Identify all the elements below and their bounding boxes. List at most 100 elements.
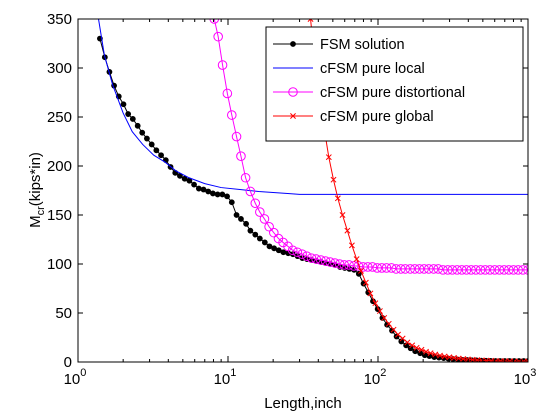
legend-marker-cfsm-pure-distortional <box>288 87 298 97</box>
data-point-fsm-solution <box>148 141 155 148</box>
data-point-fsm-solution <box>153 147 160 154</box>
data-point-cfsm-pure-distortional <box>255 207 265 217</box>
data-point-cfsm-pure-global <box>469 356 476 362</box>
data-point-cfsm-pure-global <box>348 242 355 249</box>
data-point-cfsm-pure-distortional <box>362 262 373 272</box>
data-point-cfsm-pure-distortional <box>226 110 237 120</box>
x-tick-label-base: 10 <box>214 371 231 388</box>
data-point-cfsm-pure-distortional <box>405 264 416 274</box>
data-point-cfsm-pure-global <box>367 290 374 297</box>
legend-entries: FSM solution cFSM pure local cFSM pure dis… <box>273 37 465 125</box>
data-point-cfsm-pure-global <box>353 256 360 263</box>
data-point-cfsm-pure-global <box>427 350 434 357</box>
data-point-cfsm-pure-global <box>460 356 467 362</box>
data-point-fsm-solution <box>280 249 287 256</box>
x-tick-label-base: 10 <box>364 371 381 388</box>
data-point-cfsm-pure-global <box>339 212 346 218</box>
data-point-cfsm-pure-distortional <box>292 247 303 258</box>
series-cfsm-pure-distortional <box>209 19 528 275</box>
x-tick-label-base: 10 <box>64 371 81 388</box>
data-point-cfsm-pure-global <box>381 314 388 321</box>
y-tick-label: 100 <box>47 256 72 273</box>
data-point-cfsm-pure-distortional <box>508 265 519 275</box>
data-point-cfsm-pure-distortional <box>471 265 481 275</box>
data-point-cfsm-pure-distortional <box>334 259 345 269</box>
data-point-cfsm-pure-distortional <box>376 263 387 273</box>
y-tick-label: 200 <box>47 158 72 175</box>
data-point-fsm-solution <box>355 270 362 277</box>
data-point-cfsm-pure-distortional <box>348 261 359 271</box>
plot-frame <box>77 18 529 363</box>
data-point-cfsm-pure-distortional <box>330 258 340 268</box>
data-point-fsm-solution <box>275 247 282 254</box>
data-point-fsm-solution <box>266 243 273 250</box>
data-point-cfsm-pure-distortional <box>353 261 364 271</box>
y-tick-label: 150 <box>47 207 72 224</box>
data-point-cfsm-pure-distortional <box>523 265 528 275</box>
data-point-cfsm-pure-global <box>399 335 406 342</box>
data-point-cfsm-pure-distortional <box>480 265 491 275</box>
data-point-cfsm-pure-distortional <box>475 265 486 275</box>
data-point-cfsm-pure-global <box>372 300 379 307</box>
data-point-cfsm-pure-distortional <box>358 262 368 272</box>
data-point-cfsm-pure-global <box>525 358 528 362</box>
data-point-cfsm-pure-distortional <box>494 265 505 275</box>
data-point-cfsm-pure-distortional <box>396 264 406 274</box>
legend: FSM solution cFSM pure local cFSM pure dis… <box>265 26 524 142</box>
data-point-cfsm-pure-distortional <box>443 265 453 275</box>
data-point-fsm-solution <box>233 212 240 218</box>
legend-entry-cfsm-pure-distortional: cFSM pure distortional <box>273 85 465 101</box>
data-point-cfsm-pure-global <box>488 357 495 362</box>
x-tick-label-exponent: 1 <box>230 367 236 379</box>
data-point-cfsm-pure-distortional <box>423 264 434 274</box>
legend-entry-cfsm-pure-global: cFSM pure global <box>273 109 434 125</box>
data-point-cfsm-pure-distortional <box>433 264 444 274</box>
data-point-cfsm-pure-global <box>404 339 411 346</box>
data-point-fsm-solution <box>139 129 146 136</box>
data-point-cfsm-pure-global <box>497 358 504 362</box>
data-point-fsm-solution <box>219 191 226 198</box>
data-point-cfsm-pure-distortional <box>504 265 514 275</box>
data-point-cfsm-pure-distortional <box>306 253 317 263</box>
data-point-cfsm-pure-distortional <box>209 19 220 24</box>
x-tick-label-exponent: 0 <box>80 367 86 379</box>
data-point-cfsm-pure-global <box>432 351 439 358</box>
data-point-cfsm-pure-distortional <box>428 264 439 274</box>
data-point-cfsm-pure-distortional <box>316 255 326 265</box>
series-cfsm-pure-global <box>307 19 528 362</box>
data-point-cfsm-pure-global <box>344 227 351 234</box>
x-tick-label: 101 <box>214 367 237 388</box>
data-point-cfsm-pure-global <box>409 342 416 349</box>
data-point-fsm-solution <box>134 122 141 129</box>
data-point-cfsm-pure-distortional <box>386 263 397 273</box>
data-point-cfsm-pure-global <box>423 348 429 355</box>
y-tick-label: 300 <box>47 60 72 77</box>
data-point-cfsm-pure-distortional <box>391 264 401 274</box>
legend-label-cfsm-pure-local: cFSM pure local <box>320 61 425 77</box>
data-point-fsm-solution <box>158 152 164 159</box>
data-point-cfsm-pure-distortional <box>457 265 467 275</box>
data-point-cfsm-pure-global <box>478 357 485 362</box>
data-point-cfsm-pure-distortional <box>372 263 383 273</box>
data-point-cfsm-pure-global <box>483 357 490 362</box>
data-point-fsm-solution <box>398 338 405 345</box>
data-point-fsm-solution <box>205 188 212 195</box>
data-point-cfsm-pure-distortional <box>311 254 321 264</box>
data-point-cfsm-pure-distortional <box>513 265 523 275</box>
y-tick-label: 350 <box>47 11 72 28</box>
data-point-cfsm-pure-distortional <box>231 131 242 142</box>
data-point-fsm-solution <box>125 111 132 117</box>
data-point-fsm-solution <box>209 190 216 197</box>
data-point-fsm-solution <box>129 116 136 122</box>
data-point-fsm-solution <box>228 199 235 206</box>
series-line-cfsm-pure-global <box>310 19 528 362</box>
x-tick-label-exponent: 3 <box>530 367 536 379</box>
series-line-cfsm-pure-local <box>98 19 528 195</box>
data-point-cfsm-pure-distortional <box>466 265 476 275</box>
legend-marker-cfsm-pure-global <box>290 113 296 119</box>
data-point-cfsm-pure-distortional <box>367 262 378 272</box>
data-point-cfsm-pure-distortional <box>381 263 392 273</box>
data-point-cfsm-pure-distortional <box>414 264 425 274</box>
